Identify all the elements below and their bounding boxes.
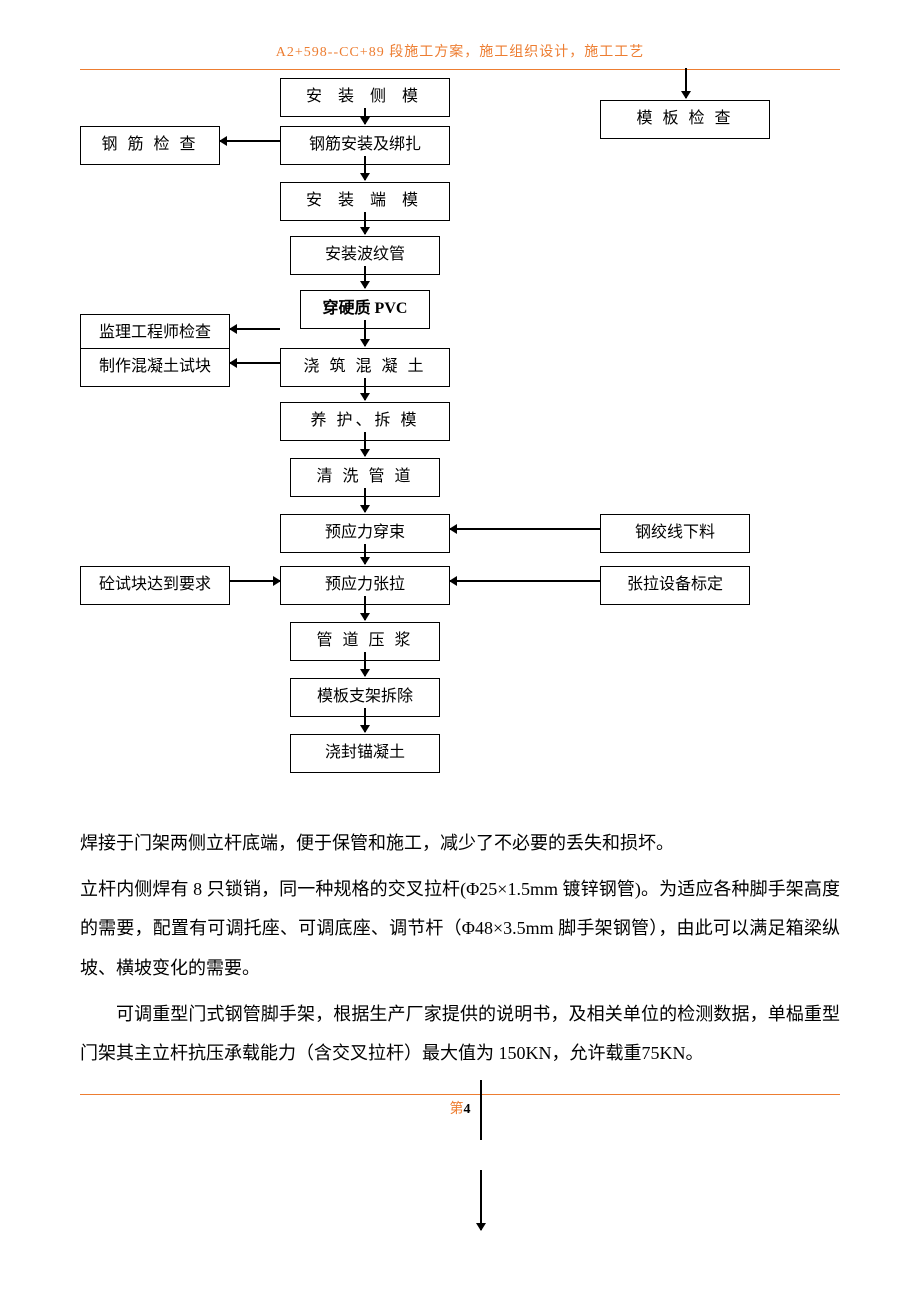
paragraph-3: 可调重型门式钢管脚手架，根据生产厂家提供的说明书，及相关单位的检测数据，单榀重型… — [80, 995, 840, 1074]
page-footer: 第4 — [80, 1094, 840, 1122]
page-header: A2+598--CC+89 段施工方案，施工组织设计，施工工艺 — [80, 40, 840, 70]
footer-arrow-2 — [480, 1170, 482, 1230]
arrow — [364, 266, 366, 288]
node-pour-anchor-concrete: 浇封锚凝土 — [290, 734, 440, 773]
arrow — [364, 432, 366, 456]
footer-arrow-1 — [480, 1080, 482, 1140]
arrow — [364, 212, 366, 234]
node-make-test-block: 制作混凝土试块 — [80, 348, 230, 387]
page-number: 4 — [464, 1102, 471, 1117]
node-supervisor-check: 监理工程师检查 — [80, 314, 230, 353]
arrow — [450, 528, 600, 530]
node-test-block-ok: 砼试块达到要求 — [80, 566, 230, 605]
node-formwork-check: 模 板 检 查 — [600, 100, 770, 139]
arrow — [364, 488, 366, 512]
arrow — [364, 320, 366, 346]
node-tension-equip-calib: 张拉设备标定 — [600, 566, 750, 605]
paragraph-2: 立杆内侧焊有 8 只锁销，同一种规格的交叉拉杆(Φ25×1.5mm 镀锌钢管)。… — [80, 870, 840, 989]
arrow — [685, 68, 687, 98]
arrow — [364, 108, 366, 124]
arrow — [364, 596, 366, 620]
flowchart: 安 装 侧 模 钢筋安装及绑扎 安 装 端 模 安装波纹管 穿硬质 PVC 浇 … — [70, 78, 870, 818]
arrow — [230, 580, 280, 582]
paragraph-1: 焊接于门架两侧立杆底端，便于保管和施工，减少了不必要的丢失和损坏。 — [80, 824, 840, 864]
arrow — [364, 544, 366, 564]
footer-prefix: 第 — [450, 1102, 464, 1117]
node-rebar-check: 钢 筋 检 查 — [80, 126, 220, 165]
arrow — [450, 580, 600, 582]
arrow — [230, 362, 280, 364]
arrow — [220, 140, 280, 142]
arrow — [364, 156, 366, 180]
arrow — [364, 652, 366, 676]
arrow — [230, 328, 280, 330]
node-strand-cutting: 钢绞线下料 — [600, 514, 750, 553]
arrow — [364, 378, 366, 400]
arrow — [364, 708, 366, 732]
